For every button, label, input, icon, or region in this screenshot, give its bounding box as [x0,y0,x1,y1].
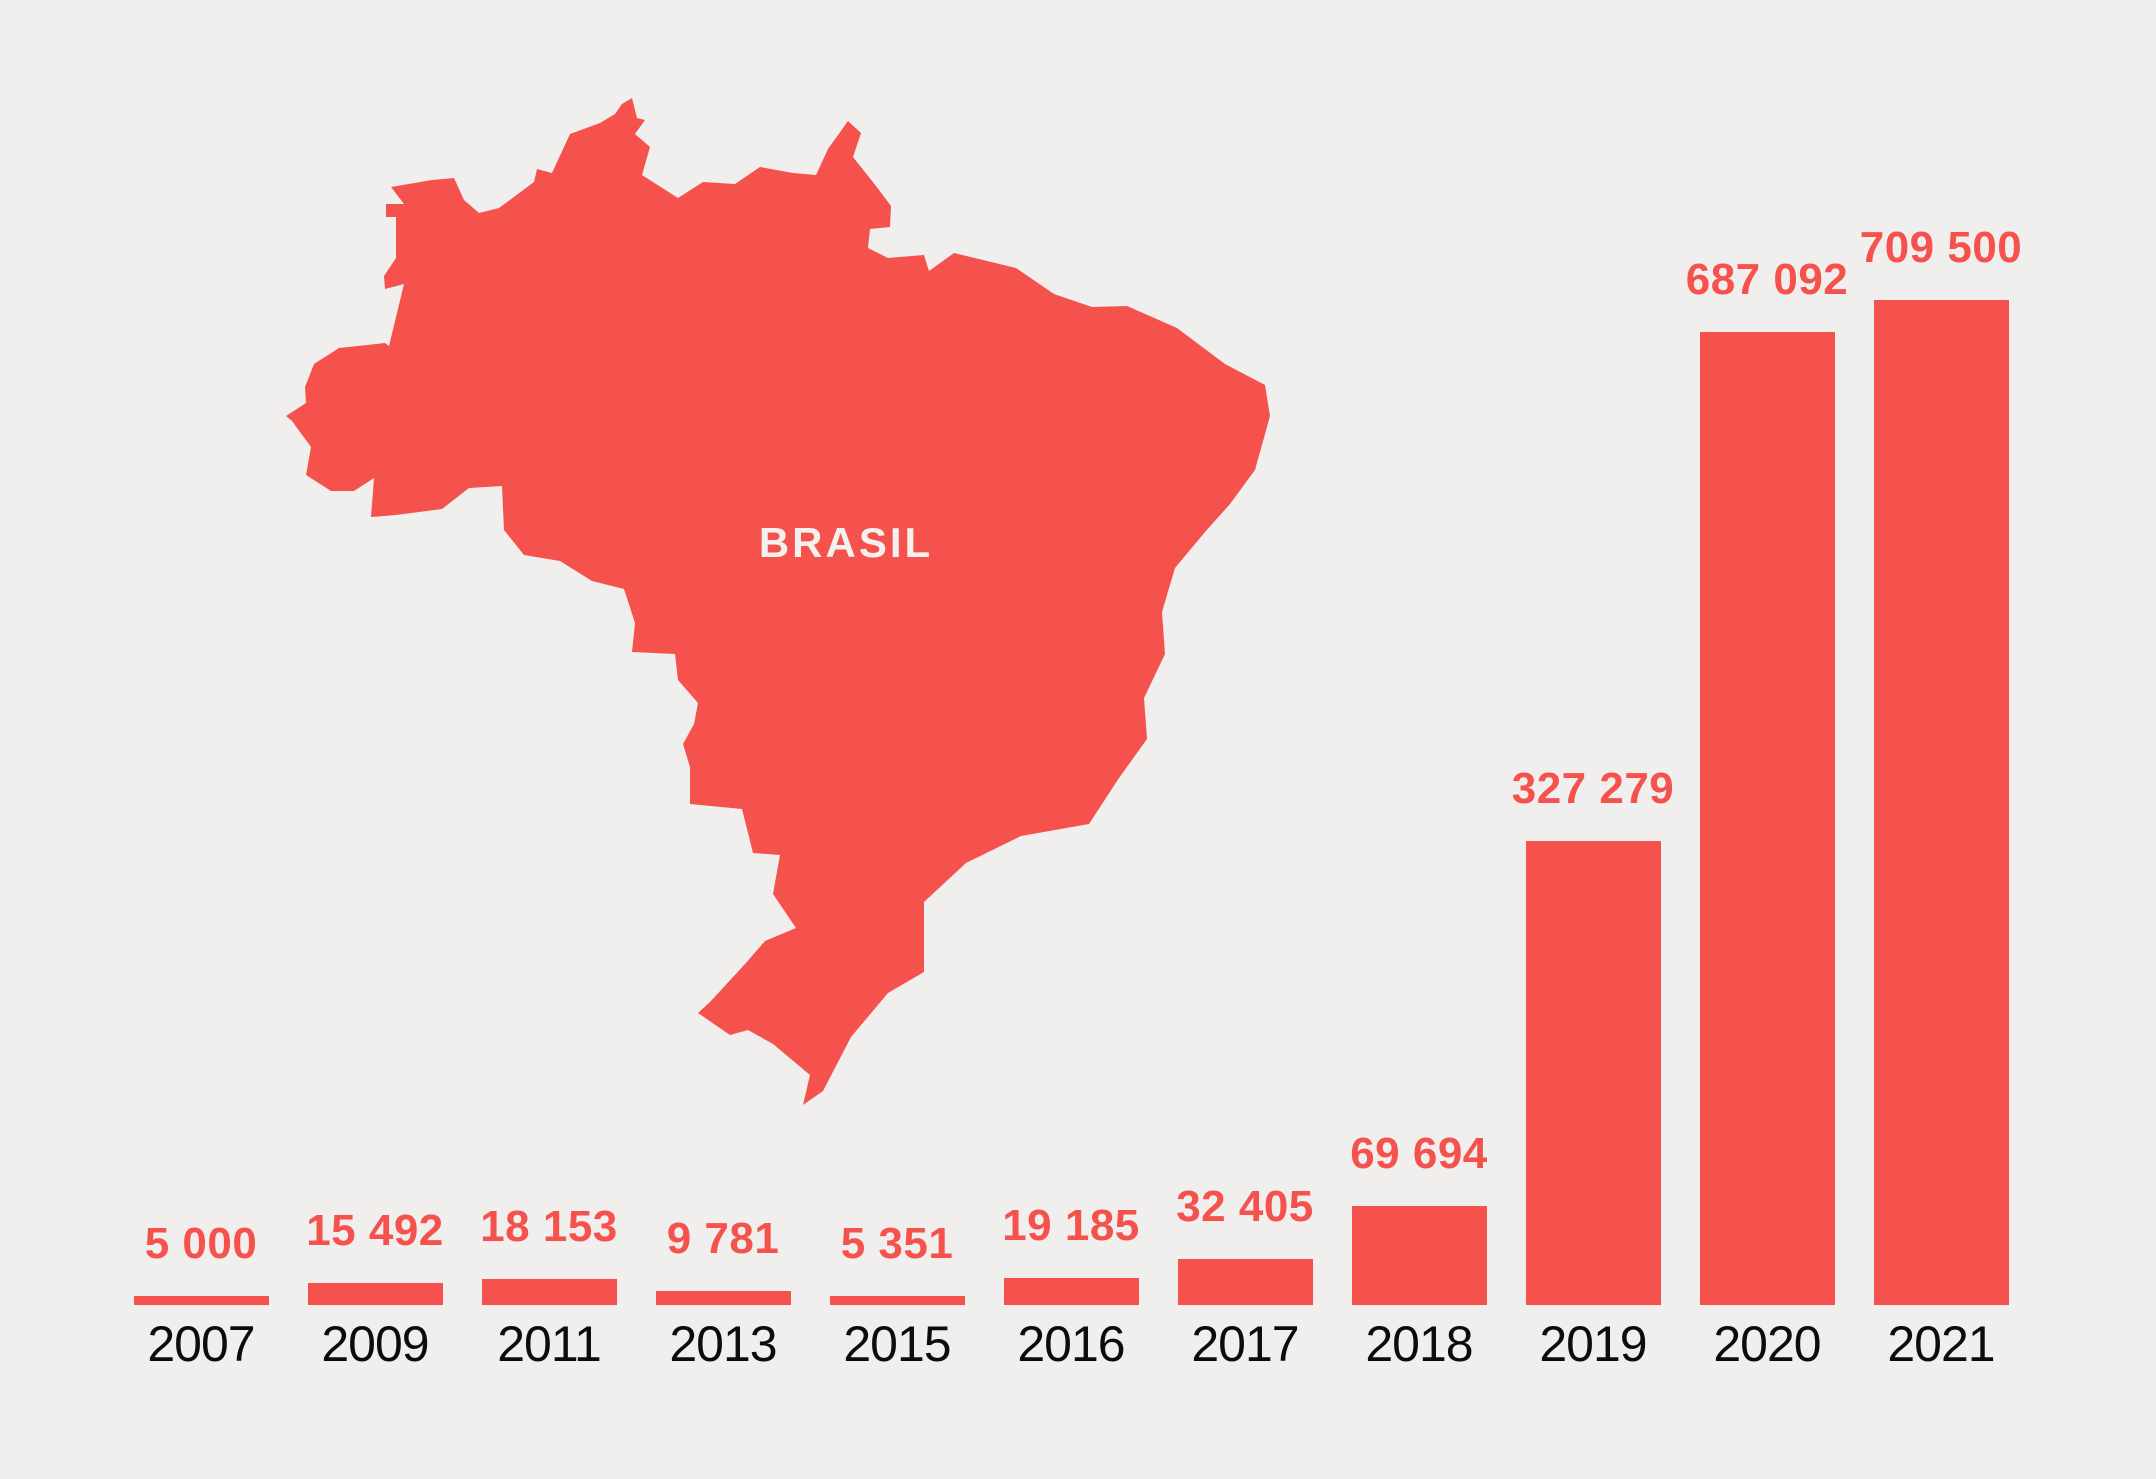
bar-value-label: 5 000 [144,1219,258,1268]
bar-value-label: 18 153 [480,1202,618,1251]
bar-value-label: 709 500 [1859,223,2023,272]
x-tick-label-2021: 2021 [1887,1316,1995,1372]
brazil-map: BRASIL [286,98,1270,1105]
bar-value-label: 327 279 [1511,764,1675,813]
bar-2013 [655,1291,791,1305]
bar-2021 [1873,300,2009,1305]
bar-2020 [1699,332,1835,1305]
bar-column-2018: 69 694 [1332,1132,1506,1305]
bar-column-2009: 15 492 [288,1209,462,1305]
bar-value-label: 69 694 [1350,1129,1488,1178]
bar-column-2015: 5 351 [810,1222,984,1305]
bar-2011 [481,1279,617,1305]
bar-column-2013: 9 781 [636,1217,810,1305]
bar-column-2016: 19 185 [984,1204,1158,1305]
bar-column-2017: 32 405 [1158,1185,1332,1305]
bar-chart: 5 000 15 492 18 153 9 781 5 351 19 185 32 405 6… [114,0,2028,1305]
x-tick-label-2015: 2015 [843,1316,951,1372]
bar-2007 [133,1296,269,1305]
bar-value-label: 15 492 [306,1206,444,1255]
x-tick-label-2017: 2017 [1191,1316,1299,1372]
bar-column-2021: 709 500 [1854,226,2028,1305]
bar-column-2011: 18 153 [462,1205,636,1305]
x-axis-labels: 2007 2009 2011 2013 2015 2016 2017 2018 2019 2020… [114,1316,2028,1374]
bar-value-label: 5 351 [840,1219,954,1268]
x-tick-label-2011: 2011 [497,1316,602,1372]
x-tick-label-2020: 2020 [1713,1316,1821,1372]
bar-column-2019: 327 279 [1506,767,1680,1305]
bar-2019 [1525,841,1661,1305]
x-tick-label-2009: 2009 [321,1316,429,1372]
bar-value-label: 32 405 [1176,1182,1314,1231]
bar-2018 [1351,1206,1487,1305]
bar-column-2007: 5 000 [114,1222,288,1305]
brazil-map-silhouette-icon [286,98,1270,1105]
x-tick-label-2013: 2013 [669,1316,777,1372]
bar-2017 [1177,1259,1313,1305]
x-tick-label-2007: 2007 [147,1316,255,1372]
bar-value-label: 19 185 [1002,1201,1140,1250]
x-tick-label-2016: 2016 [1017,1316,1125,1372]
bar-2009 [307,1283,443,1305]
x-tick-label-2018: 2018 [1365,1316,1473,1372]
bar-2016 [1003,1278,1139,1305]
bar-value-label: 9 781 [666,1214,780,1263]
bar-column-2020: 687 092 [1680,258,1854,1305]
x-tick-label-2019: 2019 [1539,1316,1647,1372]
map-country-label: BRASIL [759,519,933,566]
bar-2015 [829,1296,965,1305]
bar-value-label: 687 092 [1685,255,1849,304]
